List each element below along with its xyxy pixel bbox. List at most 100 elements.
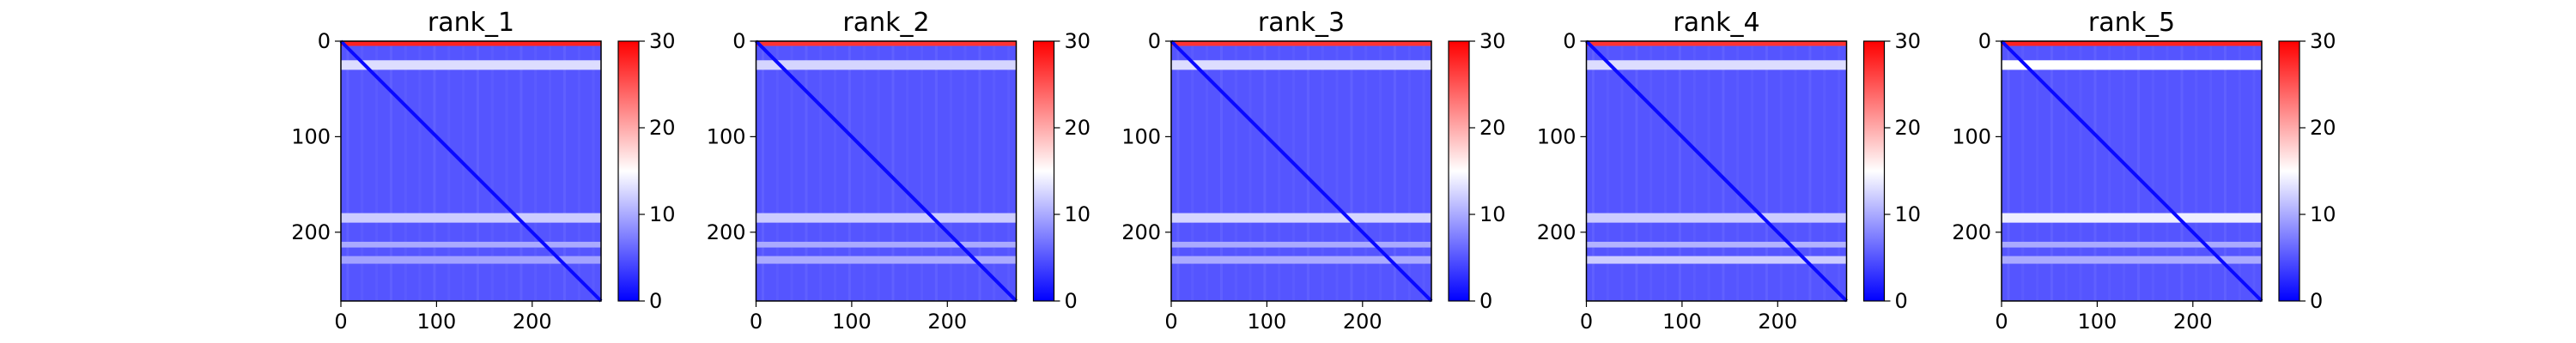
colorbar: [1033, 41, 1054, 301]
y-tick-label: 200: [707, 220, 746, 244]
y-tick-label: 100: [291, 124, 331, 148]
colorbar-tick-label: 30: [1895, 29, 1922, 53]
colorbar-frame: [1862, 40, 1886, 302]
x-tick-label: 100: [1662, 310, 1702, 334]
heatmap-band: [1586, 60, 1847, 70]
heatmap-stripe: [1234, 41, 1237, 301]
y-tick-label: 100: [1952, 124, 1991, 148]
heatmap-band: [341, 213, 601, 223]
heatmap-stripe: [1350, 41, 1353, 301]
heatmap-band: [1171, 256, 1431, 264]
heatmap-stripe: [891, 41, 895, 301]
y-tick-label: 200: [1537, 220, 1577, 244]
heatmap-stripe: [805, 41, 808, 301]
heatmap-stripe: [404, 41, 407, 301]
x-tick-label: 200: [1343, 310, 1382, 334]
heatmap-band: [1171, 213, 1431, 223]
heatmap-stripe: [1007, 41, 1011, 301]
x-tick-label: 100: [2077, 310, 2117, 334]
heatmap-stripe: [1321, 41, 1324, 301]
heatmap-stripe: [2123, 41, 2126, 301]
heatmap-stripe: [577, 41, 580, 301]
colorbar-tick-label: 30: [649, 29, 676, 53]
heatmap-band: [1586, 241, 1847, 248]
x-tick-label: 100: [1247, 310, 1286, 334]
heatmap-diagonal: [339, 39, 603, 303]
heatmap-band: [2002, 60, 2262, 70]
colorbar-tick-label: 30: [2310, 29, 2336, 53]
colorbar-tick-label: 10: [649, 202, 676, 226]
heatmap-stripe: [2093, 41, 2097, 301]
panel-title: rank_2: [842, 8, 929, 38]
heatmap-stripe: [2036, 41, 2039, 301]
heatmap-stripe: [2007, 41, 2010, 301]
colorbar-tick-label: 10: [1895, 202, 1922, 226]
heatmap-stripe: [1606, 41, 1609, 301]
heatmap-stripe: [1794, 41, 1797, 301]
heatmap-stripe: [978, 41, 981, 301]
heatmap-stripe: [1692, 41, 1696, 301]
colorbar-frame: [617, 40, 640, 302]
heatmap-stripe: [476, 41, 479, 301]
heatmap-stripe: [490, 41, 494, 301]
heatmap-panel-2: rank_2 0 100 200 0 100 200 0 10 20 30: [707, 8, 1091, 334]
heatmap-band: [1586, 256, 1847, 264]
colorbar: [2279, 41, 2300, 301]
y-tick-label: 100: [1537, 124, 1577, 148]
heatmap-stripe: [1838, 41, 1841, 301]
heatmap-stripe: [1393, 41, 1396, 301]
heatmap-band: [2002, 256, 2262, 264]
heatmap-stripe: [1335, 41, 1339, 301]
heatmap-band: [756, 60, 1017, 70]
colorbar-tick-label: 10: [1065, 202, 1091, 226]
x-tick-label: 0: [1995, 310, 2008, 334]
heatmap-band: [1171, 241, 1431, 248]
heatmap-stripe: [2050, 41, 2053, 301]
colorbar-tick-label: 20: [1065, 116, 1091, 140]
heatmap-stripe: [2180, 41, 2184, 301]
heatmap-stripe: [534, 41, 538, 301]
heatmap-panel-1: rank_1 0 100 200 0 100 200 0 10 20 30: [291, 8, 675, 334]
heatmap-stripe: [877, 41, 880, 301]
heatmap-stripe: [1808, 41, 1812, 301]
y-tick-label: 0: [1148, 29, 1161, 53]
heatmap-band: [2002, 213, 2262, 223]
heatmap-stripe: [2166, 41, 2169, 301]
heatmap-band: [2002, 41, 2262, 46]
panel-title: rank_1: [428, 8, 514, 38]
heatmap-stripe: [1379, 41, 1382, 301]
heatmap-stripe: [1635, 41, 1638, 301]
heatmap-panel-5: rank_5 0 100 200 0 100 200 0 10 20 30: [1952, 8, 2336, 334]
heatmap-stripe: [1422, 41, 1425, 301]
heatmap-stripe: [1751, 41, 1754, 301]
y-tick-label: 0: [732, 29, 745, 53]
colorbar-tick-label: 10: [2310, 202, 2336, 226]
heatmap-stripe: [2064, 41, 2068, 301]
heatmap-stripe: [1219, 41, 1223, 301]
heatmap-stripe: [462, 41, 465, 301]
colorbar-tick-label: 0: [2310, 289, 2323, 313]
heatmap-stripe: [949, 41, 952, 301]
heatmap-diagonal: [1585, 39, 1848, 303]
heatmap-panel-3: rank_3 0 100 200 0 100 200 0 10 20 30: [1121, 8, 1505, 334]
heatmap-stripe: [2252, 41, 2256, 301]
heatmap-stripe: [2021, 41, 2025, 301]
panel-title: rank_3: [1258, 8, 1345, 38]
heatmap-stripe: [819, 41, 823, 301]
x-tick-label: 100: [416, 310, 456, 334]
heatmap-stripe: [2079, 41, 2082, 301]
heatmap-stripe: [1722, 41, 1725, 301]
heatmap-stripe: [790, 41, 793, 301]
heatmap-band: [756, 213, 1017, 223]
heatmap-band: [1171, 41, 1431, 46]
x-tick-label: 200: [513, 310, 552, 334]
heatmap-stripe: [549, 41, 552, 301]
heatmap-stripe: [1765, 41, 1768, 301]
heatmap-stripe: [1649, 41, 1653, 301]
axes-frame: [1585, 40, 1848, 302]
heatmap-band: [341, 41, 601, 46]
heatmap-stripe: [505, 41, 508, 301]
heatmap-stripe: [1306, 41, 1309, 301]
colorbar-tick-label: 0: [1479, 289, 1492, 313]
